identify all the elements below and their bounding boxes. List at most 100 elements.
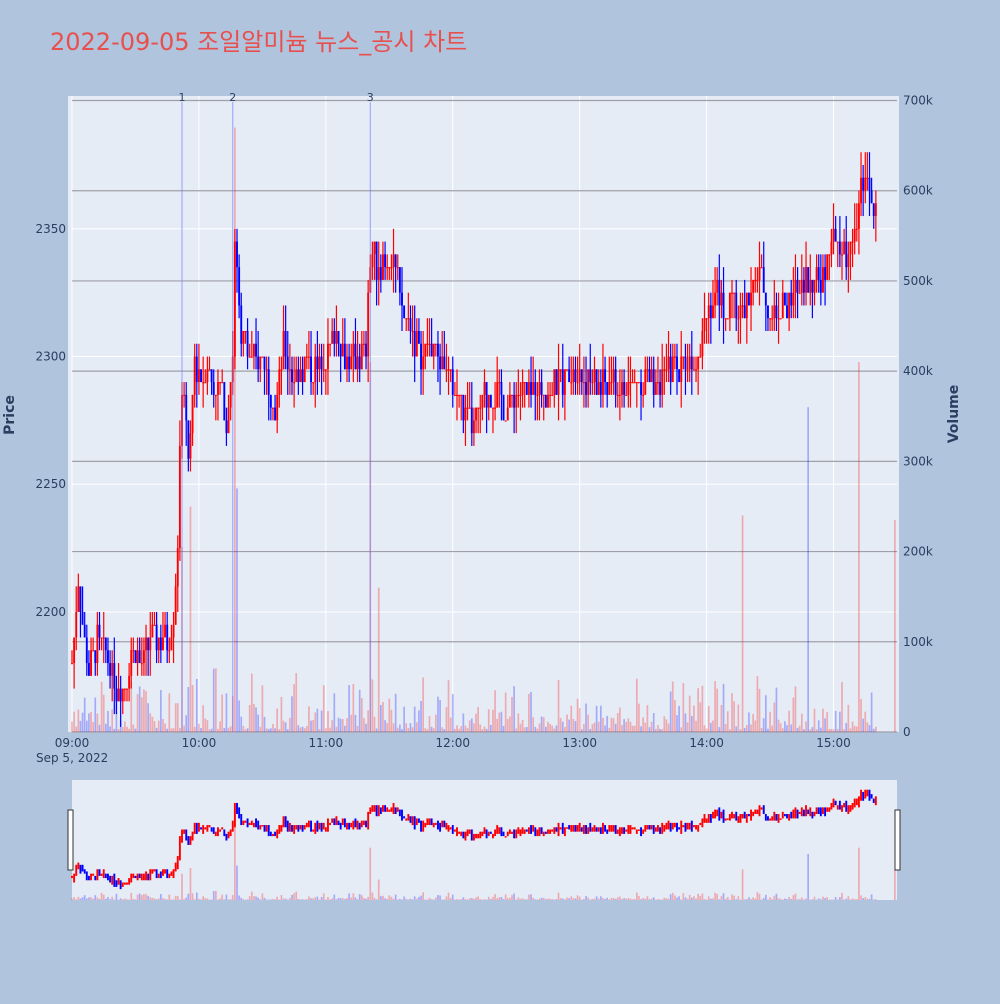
volume-bar [249, 705, 251, 732]
slider-volume-bar [583, 899, 585, 900]
candle-body [325, 369, 327, 370]
candle-body [312, 382, 314, 383]
volume-bar [410, 723, 412, 732]
volume-bar [539, 724, 541, 732]
slider-volume-bar [638, 896, 640, 900]
slider-volume-bar [289, 898, 291, 900]
slider-candle [729, 814, 731, 821]
slider-candle [321, 823, 323, 832]
range-slider-right-handle[interactable] [895, 810, 900, 870]
slider-volume-bar [496, 898, 498, 900]
slider-candle [515, 829, 517, 838]
candle-body [651, 369, 653, 382]
slider-candle [680, 821, 682, 834]
slider-volume-bar [769, 897, 771, 900]
slider-volume-bar [190, 868, 192, 900]
volume-bar [566, 715, 568, 732]
candle-body [245, 331, 247, 332]
slider-candle [255, 818, 257, 827]
volume-bar [122, 727, 124, 732]
candle-body [149, 637, 151, 650]
candle-body [788, 293, 790, 319]
slider-candle [613, 825, 615, 832]
range-slider-left-handle[interactable] [68, 810, 73, 870]
candle-body [363, 344, 365, 345]
candle-body [725, 318, 727, 319]
volume-bar [623, 719, 625, 732]
volume-bar [342, 719, 344, 732]
volume-bar [329, 728, 331, 732]
candle-body [166, 625, 168, 651]
slider-volume-bar [765, 895, 767, 900]
slider-volume-bar [262, 893, 264, 900]
slider-volume-bar [738, 896, 740, 900]
volume-bar [488, 709, 490, 732]
slider-volume-bar [304, 899, 306, 900]
volume-bar [317, 709, 319, 732]
candle-body [414, 331, 416, 357]
slider-candle [437, 821, 439, 830]
candle-body [841, 254, 843, 255]
volume-bar [283, 721, 285, 732]
slider-candle [636, 829, 638, 833]
volume-bar [824, 718, 826, 732]
slider-candle [228, 832, 230, 839]
slider-candle [720, 812, 722, 819]
slider-volume-bar [754, 898, 756, 900]
slider-candle [399, 810, 401, 817]
candle-body [623, 382, 625, 395]
slider-volume-bar [746, 899, 748, 900]
slider-volume-bar [75, 899, 77, 900]
candle-body [517, 395, 519, 396]
volume-bar [124, 721, 126, 732]
candle-body [342, 344, 344, 357]
slider-candle [80, 865, 82, 874]
slider-volume-bar [587, 898, 589, 900]
slider-candle [621, 827, 623, 834]
slider-candle [839, 801, 841, 810]
volume-bar [653, 713, 655, 732]
slider-candle [240, 814, 242, 825]
volume-bar [634, 726, 636, 732]
volume-bar [90, 712, 92, 732]
candle-body [627, 382, 629, 395]
y-axis-label: Price [2, 395, 18, 435]
slider-candle [183, 829, 185, 833]
slider-candle [173, 869, 175, 878]
slider-candle [264, 825, 266, 832]
slider-candle [473, 834, 475, 841]
slider-volume-bar [312, 898, 314, 900]
volume-bar [408, 728, 410, 732]
candle-body [410, 318, 412, 331]
volume-bar [731, 693, 733, 732]
slider-candle [340, 823, 342, 830]
volume-bar [401, 729, 403, 732]
volume-bar [729, 729, 731, 732]
slider-candle [90, 874, 92, 881]
volume-bar [175, 703, 177, 732]
candle-body [388, 267, 390, 268]
slider-volume-bar [606, 898, 608, 900]
candle-body [775, 305, 777, 318]
slider-candle [272, 834, 274, 836]
volume-bar [374, 717, 376, 732]
slider-candle [462, 832, 464, 839]
candle-body [187, 420, 189, 458]
candle-body [433, 344, 435, 357]
volume-bar [807, 407, 809, 732]
volume-bar [133, 724, 135, 732]
volume-bar [340, 719, 342, 732]
slider-candle [659, 827, 661, 834]
range-slider[interactable] [68, 780, 900, 900]
candle-body [80, 586, 82, 612]
candle-body [164, 625, 166, 638]
volume-bar [405, 723, 407, 732]
slider-candle [864, 790, 866, 799]
slider-candle [545, 832, 547, 834]
slider-volume-bar [471, 898, 473, 900]
slider-volume-bar [162, 898, 164, 900]
slider-candle [194, 823, 196, 834]
volume-bar [422, 678, 424, 732]
slider-candle [875, 796, 877, 805]
candle-body [386, 267, 388, 268]
